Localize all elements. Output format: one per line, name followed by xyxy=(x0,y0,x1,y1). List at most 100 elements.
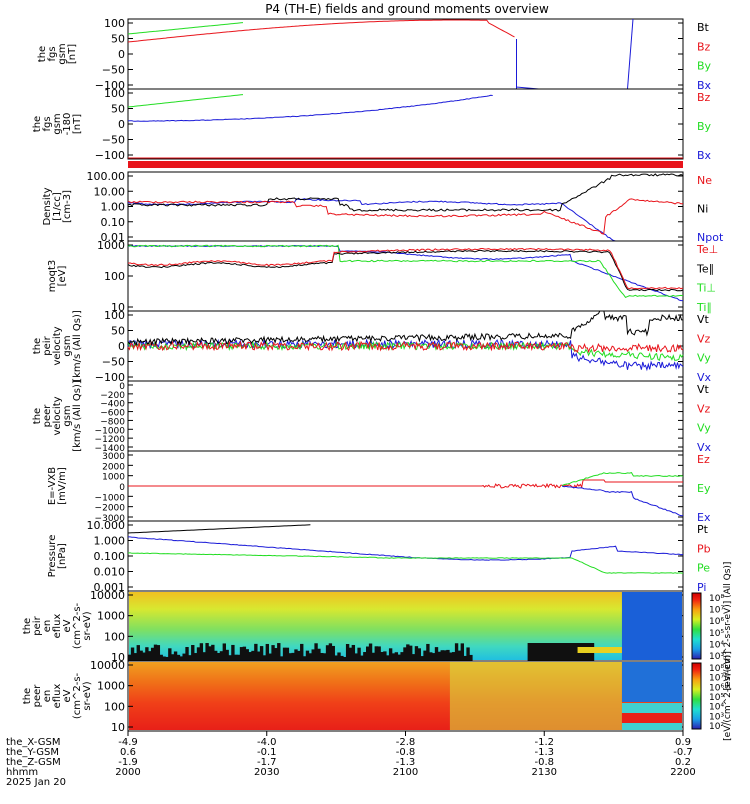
x-row-label: the_Y-GSM xyxy=(6,747,59,758)
ion-low-energy-band xyxy=(142,652,146,661)
ion-low-energy-band xyxy=(423,650,427,661)
ion-low-energy-band xyxy=(162,656,166,661)
series-bz xyxy=(127,19,515,43)
ion-low-energy-band xyxy=(426,643,430,661)
series-bx xyxy=(127,94,493,122)
ion-hot-region xyxy=(621,592,682,660)
y-tick-label: 100.00 xyxy=(87,170,126,183)
y-axis-label-line: eflux xyxy=(52,684,63,709)
y-axis-label-line: -180 xyxy=(62,113,73,136)
panel-11: 10000 1000 100 10 the peer en eflux eV (cm^2-s-sr… xyxy=(22,659,684,734)
series-pt xyxy=(127,524,311,534)
x-tick-label: -4.0 xyxy=(257,737,277,748)
ion-low-energy-band xyxy=(193,653,198,661)
y-tick-label: −50 xyxy=(102,356,125,369)
legend-entry: Bz xyxy=(697,40,711,53)
ion-low-energy-band xyxy=(440,650,444,661)
y-axis-label-line: en xyxy=(42,690,53,703)
panel-frame xyxy=(127,380,684,452)
ion-low-energy-band xyxy=(148,651,152,661)
x-tick-label: 2000 xyxy=(115,767,140,778)
x-row-label: 2025 Jan 20 xyxy=(6,777,66,788)
colorbar-ion-tick: 10⁵ xyxy=(709,629,724,639)
ion-low-energy-band xyxy=(136,645,140,661)
y-axis-label-line: eV xyxy=(62,619,73,632)
legend-entry: Bt xyxy=(697,21,710,34)
ion-low-energy-band xyxy=(394,652,399,661)
y-tick-label: 0.010 xyxy=(94,566,126,579)
ion-low-energy-band xyxy=(434,647,439,661)
ion-low-energy-band xyxy=(165,656,169,661)
ion-low-energy-band xyxy=(257,651,261,661)
y-tick-label: −2000 xyxy=(95,504,126,514)
ion-low-energy-band xyxy=(150,647,155,661)
ion-low-energy-band xyxy=(222,643,226,661)
ion-low-energy-band xyxy=(460,643,464,661)
quality-strip xyxy=(128,161,683,168)
y-tick-label: 10000 xyxy=(90,659,125,672)
y-axis-label-line: the xyxy=(22,618,33,634)
panel-7: 0−200−400−600−800−1000−1200−1400 the peer v… xyxy=(32,380,712,454)
ion-low-energy-band xyxy=(466,647,470,661)
y-tick-label: 2000 xyxy=(102,462,125,472)
y-axis-label-line: eV xyxy=(62,689,73,702)
y-tick-label: 1000 xyxy=(97,610,125,623)
ion-low-energy-band xyxy=(377,646,381,661)
y-tick-label: −100 xyxy=(95,371,125,384)
y-tick-label: 1.000 xyxy=(94,535,126,548)
y-axis-label-line: [nPa] xyxy=(57,543,68,569)
y-tick-label: −100 xyxy=(95,79,125,92)
ion-low-energy-band xyxy=(443,650,447,661)
colorbar-ion-tick: 10⁴ xyxy=(709,640,724,650)
legend-entry: Bx xyxy=(697,79,712,92)
ion-low-energy-band xyxy=(145,647,149,661)
y-axis-label-line: [km/s (All Qs)] xyxy=(72,380,83,452)
ion-low-energy-band xyxy=(188,655,192,661)
ion-low-energy-band xyxy=(282,647,287,661)
ion-low-energy-band xyxy=(182,653,186,661)
ion-low-energy-band xyxy=(231,644,235,661)
ion-low-energy-band xyxy=(294,649,298,661)
panel-6: 100 50 0 −50 −100 the peir velocity gsm [km/s (Al… xyxy=(32,309,712,384)
y-axis-label-line: [km/s (All Qs)] xyxy=(72,310,83,382)
y-tick-label: −100 xyxy=(95,149,125,162)
y-tick-label: −50 xyxy=(102,134,125,147)
series-te-perp xyxy=(127,247,684,290)
y-axis-label-line: [1/cc] xyxy=(52,192,63,221)
x-tick-label: 2130 xyxy=(532,767,557,778)
x-tick-label: -1.7 xyxy=(257,757,277,768)
y-axis-label-line: E=-VXB xyxy=(47,467,58,505)
x-tick-label: 0.6 xyxy=(120,747,136,758)
x-tick-label: -0.8 xyxy=(534,757,554,768)
ion-low-energy-band xyxy=(130,647,135,661)
ion-low-energy-band xyxy=(380,651,384,661)
ion-low-energy-band xyxy=(417,648,421,661)
y-tick-label: 10.000 xyxy=(87,519,126,532)
ion-low-energy-band xyxy=(248,652,252,661)
y-tick-label: 1000 xyxy=(97,680,125,693)
ion-low-energy-band xyxy=(345,643,350,661)
y-axis-label-line: (cm^2-s- xyxy=(72,672,83,719)
ion-low-energy-band xyxy=(331,645,335,661)
series-pi xyxy=(128,536,684,561)
colorbar-electron-label: [eV/(cm^2-s-sr-eV)] xyxy=(723,651,733,741)
ion-low-energy-band xyxy=(371,652,376,661)
legend-entry: Ti⊥ xyxy=(696,282,716,295)
y-axis-label-line: sr-eV) xyxy=(82,611,93,640)
legend-entry: Ni xyxy=(697,203,708,216)
ion-low-energy-band xyxy=(199,643,204,661)
y-tick-label: −200 xyxy=(100,391,125,401)
legend-entry: Bx xyxy=(697,149,712,162)
series-bx-edge xyxy=(627,18,634,90)
y-tick-label: 10000 xyxy=(90,589,125,602)
series-ti-para xyxy=(127,244,683,302)
ion-low-energy-band xyxy=(265,643,270,661)
ion-low-energy-band xyxy=(300,643,304,661)
series-ex xyxy=(561,485,684,517)
y-tick-label: 1000 xyxy=(102,473,125,483)
ion-low-energy-band xyxy=(431,653,436,661)
y-tick-label: −50 xyxy=(102,64,125,77)
y-tick-label: 0.100 xyxy=(94,550,126,563)
legend-entry: Vz xyxy=(697,332,711,345)
